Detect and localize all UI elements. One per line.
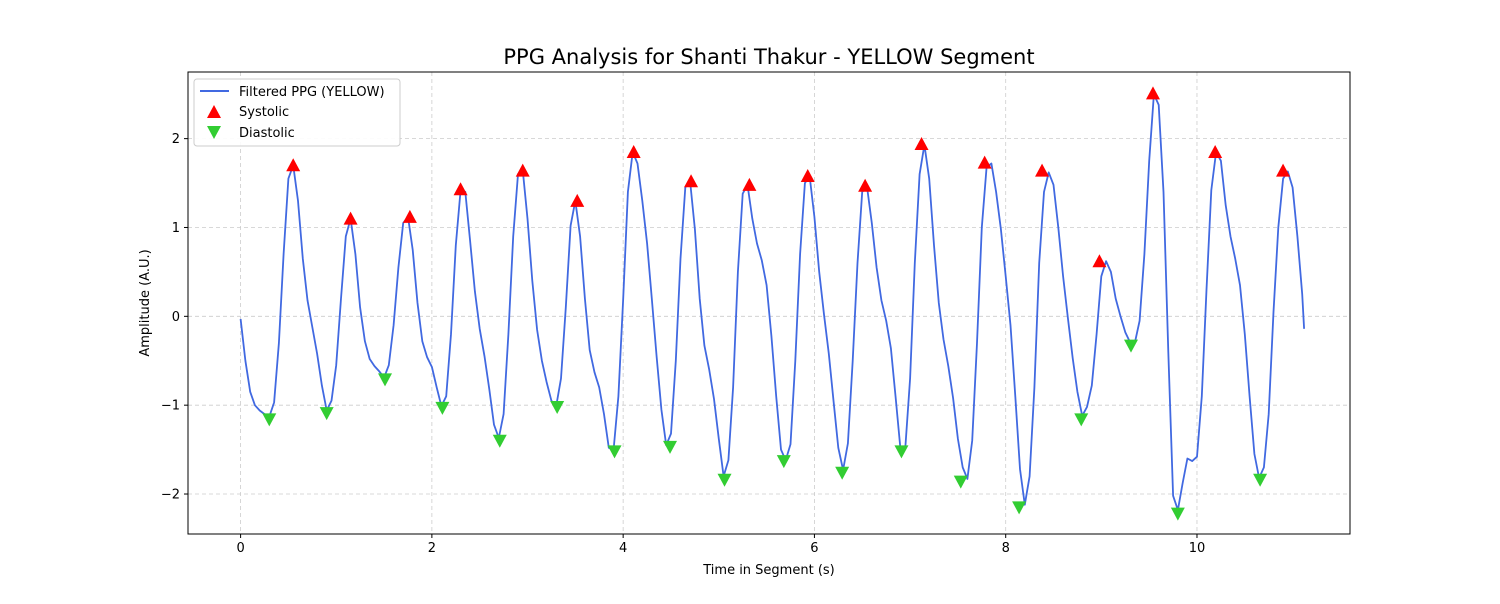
plot-area-frame bbox=[187, 71, 1351, 535]
systolic-peak-marker bbox=[858, 178, 873, 192]
diastolic-trough-marker bbox=[319, 407, 334, 421]
y-tick-label: 0 bbox=[172, 310, 180, 325]
axis-ticks: 0 2 4 6 8 10 −2 −1 0 1 2 bbox=[161, 132, 1205, 556]
diastolic-trough-marker bbox=[953, 475, 968, 489]
diastolic-trough-marker bbox=[492, 434, 507, 448]
grid-lines bbox=[188, 72, 1350, 534]
markers-layer bbox=[262, 86, 1291, 521]
diastolic-trough-marker bbox=[776, 455, 791, 469]
y-axis-label: Amplitude (A.U.) bbox=[138, 249, 153, 356]
systolic-peak-marker bbox=[977, 155, 992, 169]
legend-label-systolic: Systolic bbox=[239, 105, 289, 120]
systolic-peak-marker bbox=[343, 211, 358, 225]
x-axis-label: Time in Segment (s) bbox=[702, 563, 834, 578]
systolic-peak-marker bbox=[1035, 163, 1050, 177]
x-tick-label: 4 bbox=[619, 541, 627, 556]
systolic-peak-marker bbox=[684, 174, 699, 188]
systolic-peak-marker bbox=[1208, 144, 1223, 158]
systolic-peak-marker bbox=[800, 168, 815, 182]
x-tick-label: 2 bbox=[428, 541, 436, 556]
y-tick-label: 2 bbox=[172, 132, 180, 147]
diastolic-trough-marker bbox=[1253, 473, 1268, 487]
diastolic-trough-marker bbox=[894, 445, 909, 459]
legend: Filtered PPG (YELLOW) Systolic Diastolic bbox=[193, 78, 401, 147]
ppg-series-line bbox=[239, 93, 1305, 511]
diastolic-trough-marker bbox=[262, 413, 277, 427]
diastolic-trough-marker bbox=[835, 466, 850, 480]
systolic-peak-marker bbox=[1276, 163, 1291, 177]
legend-box bbox=[193, 78, 401, 147]
systolic-peak-marker bbox=[515, 163, 530, 177]
legend-label-filtered: Filtered PPG (YELLOW) bbox=[239, 85, 385, 100]
diastolic-trough-marker bbox=[717, 473, 732, 487]
diastolic-trough-marker bbox=[435, 401, 450, 415]
systolic-peak-marker bbox=[402, 209, 417, 223]
diastolic-trough-marker bbox=[378, 373, 393, 387]
legend-systolic-marker bbox=[207, 105, 221, 118]
y-tick-label: 1 bbox=[172, 221, 180, 236]
systolic-peak-marker bbox=[742, 177, 757, 191]
diastolic-trough-marker bbox=[663, 440, 678, 454]
diastolic-trough-marker bbox=[550, 400, 565, 414]
diastolic-trough-marker bbox=[607, 445, 622, 459]
systolic-peak-marker bbox=[453, 182, 468, 196]
x-tick-label: 6 bbox=[810, 541, 818, 556]
diastolic-trough-marker bbox=[1170, 507, 1185, 521]
chart-title: PPG Analysis for Shanti Thakur - YELLOW … bbox=[503, 45, 1034, 69]
x-tick-label: 0 bbox=[236, 541, 244, 556]
systolic-peak-marker bbox=[626, 144, 641, 158]
systolic-peak-marker bbox=[1092, 254, 1107, 268]
systolic-peak-marker bbox=[570, 193, 585, 207]
systolic-peak-marker bbox=[1145, 86, 1160, 100]
x-tick-label: 10 bbox=[1189, 541, 1206, 556]
y-tick-label: −1 bbox=[161, 399, 180, 414]
systolic-peak-marker bbox=[914, 136, 929, 150]
x-tick-label: 8 bbox=[1002, 541, 1010, 556]
diastolic-trough-marker bbox=[1074, 413, 1089, 427]
legend-label-diastolic: Diastolic bbox=[239, 126, 295, 141]
y-tick-label: −2 bbox=[161, 488, 180, 503]
diastolic-trough-marker bbox=[1012, 501, 1027, 515]
systolic-peak-marker bbox=[286, 158, 301, 172]
series-layer bbox=[239, 93, 1305, 511]
diastolic-trough-marker bbox=[1123, 339, 1138, 353]
legend-diastolic-marker bbox=[207, 126, 221, 139]
